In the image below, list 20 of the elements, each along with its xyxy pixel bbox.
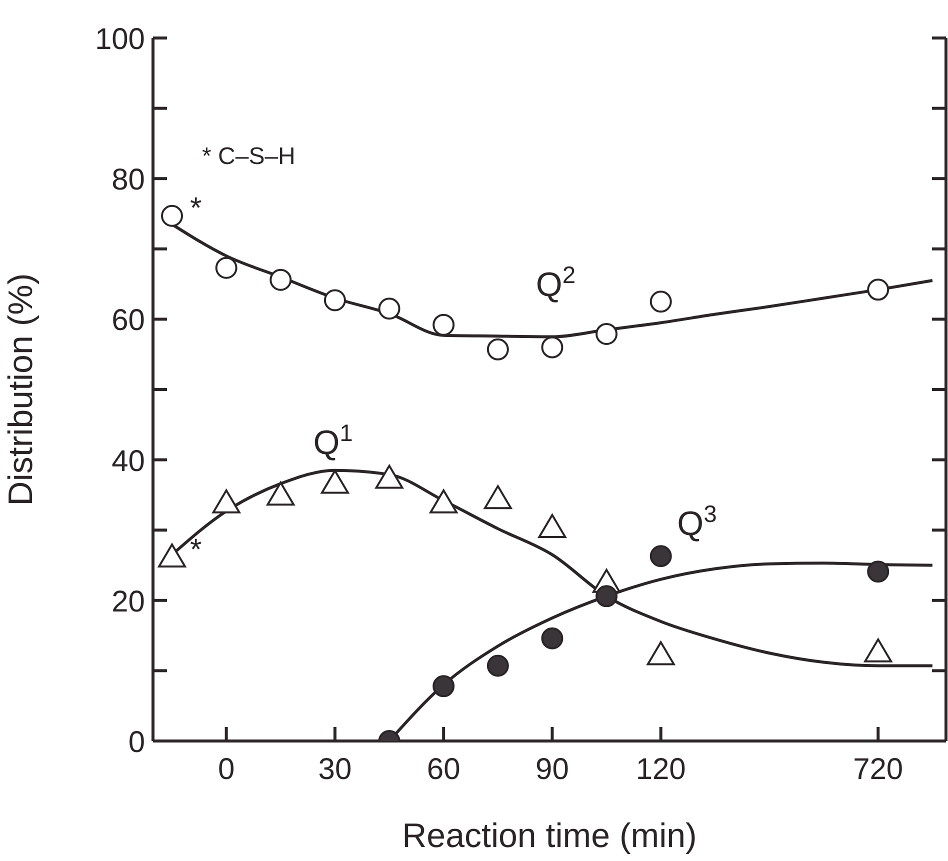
x-axis-title: Reaction time (min) — [402, 817, 697, 855]
series-label: Q$^{3}$ — [677, 500, 717, 544]
x-tick-label: 0 — [218, 753, 235, 786]
y-axis-title: Distribution (%) — [2, 273, 40, 506]
y-tick-label: 0 — [128, 726, 145, 759]
series-label: Q$^{2}$ — [536, 262, 576, 304]
y-tick-label: 20 — [112, 585, 145, 618]
series-label: Q$^{1}$ — [313, 420, 353, 462]
y-tick-label: 100 — [94, 23, 145, 56]
y-tick-label: 60 — [112, 304, 145, 338]
annotation: * — [190, 534, 202, 567]
x-tick-label: 60 — [426, 753, 460, 786]
x-tick-label: 720 — [853, 753, 904, 786]
annotation: * — [190, 192, 202, 225]
annotation: * C–S–H — [202, 142, 296, 170]
x-tick-label: 30 — [318, 753, 352, 786]
y-tick-label: 40 — [112, 444, 145, 478]
x-tick-label: 120 — [636, 753, 686, 786]
y-tick-label: 80 — [112, 164, 145, 197]
x-tick-label: 90 — [536, 753, 569, 786]
